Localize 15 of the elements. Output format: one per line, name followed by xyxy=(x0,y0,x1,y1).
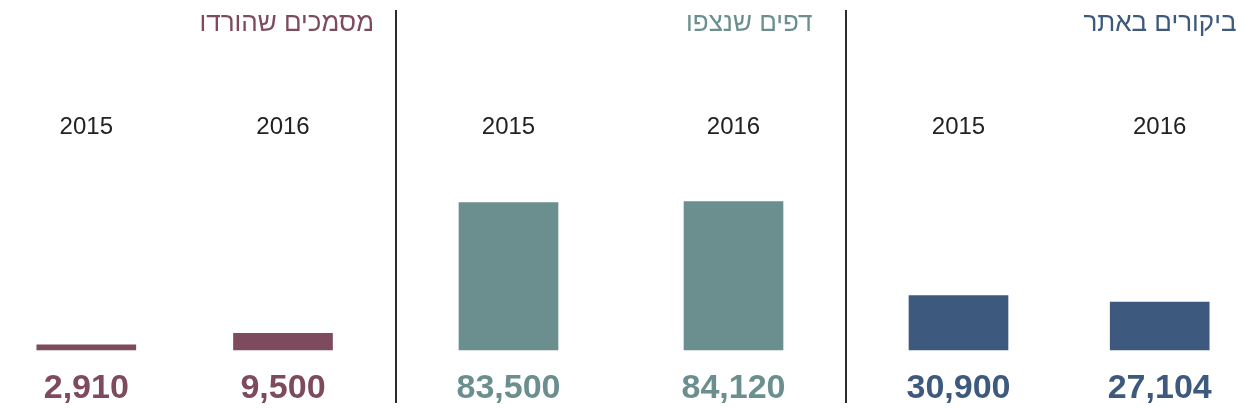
data-label: 83,500 xyxy=(456,367,560,406)
data-label: 2,910 xyxy=(43,367,129,406)
data-label: 27,104 xyxy=(1107,367,1212,406)
x-tick-label: 2015 xyxy=(931,112,985,140)
data-label: 30,900 xyxy=(906,367,1010,406)
x-tick-label: 2016 xyxy=(706,112,760,140)
chart-title: ביקורים באתר xyxy=(1083,6,1237,39)
x-tick-label: 2015 xyxy=(59,112,113,140)
chart-title: דפים שנצפו xyxy=(686,6,813,39)
x-tick-label: 2016 xyxy=(256,112,310,140)
data-label: 9,500 xyxy=(240,367,326,406)
x-tick-label: 2015 xyxy=(481,112,535,140)
chart-title: מסמכים שהורדו xyxy=(199,6,374,39)
data-label: 84,120 xyxy=(681,367,785,406)
x-tick-label: 2016 xyxy=(1132,112,1186,140)
